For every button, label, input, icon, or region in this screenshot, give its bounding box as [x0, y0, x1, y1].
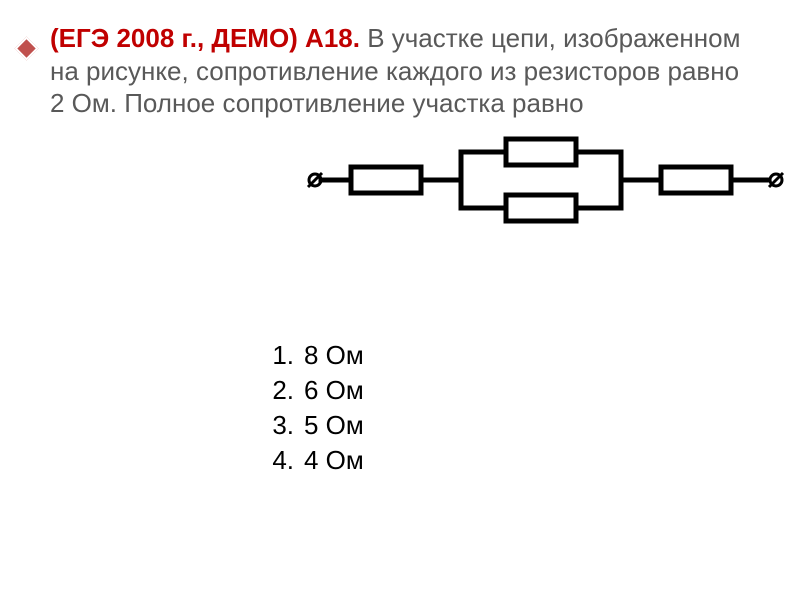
answer-option: 4. 4 Ом: [260, 443, 364, 478]
bullet-marker: [14, 36, 38, 60]
circuit-diagram: [301, 130, 790, 230]
answer-option: 2. 6 Ом: [260, 373, 364, 408]
question-lead: (ЕГЭ 2008 г., ДЕМО) А18.: [50, 23, 360, 53]
circuit-svg: [301, 130, 790, 230]
slide: (ЕГЭ 2008 г., ДЕМО) А18. В участке цепи,…: [0, 0, 800, 600]
answer-text: 4 Ом: [304, 443, 364, 478]
question-text: (ЕГЭ 2008 г., ДЕМО) А18. В участке цепи,…: [50, 22, 750, 120]
answer-list: 1. 8 Ом 2. 6 Ом 3. 5 Ом 4. 4 Ом: [260, 338, 364, 478]
answer-number: 4.: [260, 443, 304, 478]
answer-option: 1. 8 Ом: [260, 338, 364, 373]
answer-number: 1.: [260, 338, 304, 373]
answer-number: 2.: [260, 373, 304, 408]
answer-text: 6 Ом: [304, 373, 364, 408]
answer-text: 5 Ом: [304, 408, 364, 443]
answer-text: 8 Ом: [304, 338, 364, 373]
answer-option: 3. 5 Ом: [260, 408, 364, 443]
answer-number: 3.: [260, 408, 304, 443]
